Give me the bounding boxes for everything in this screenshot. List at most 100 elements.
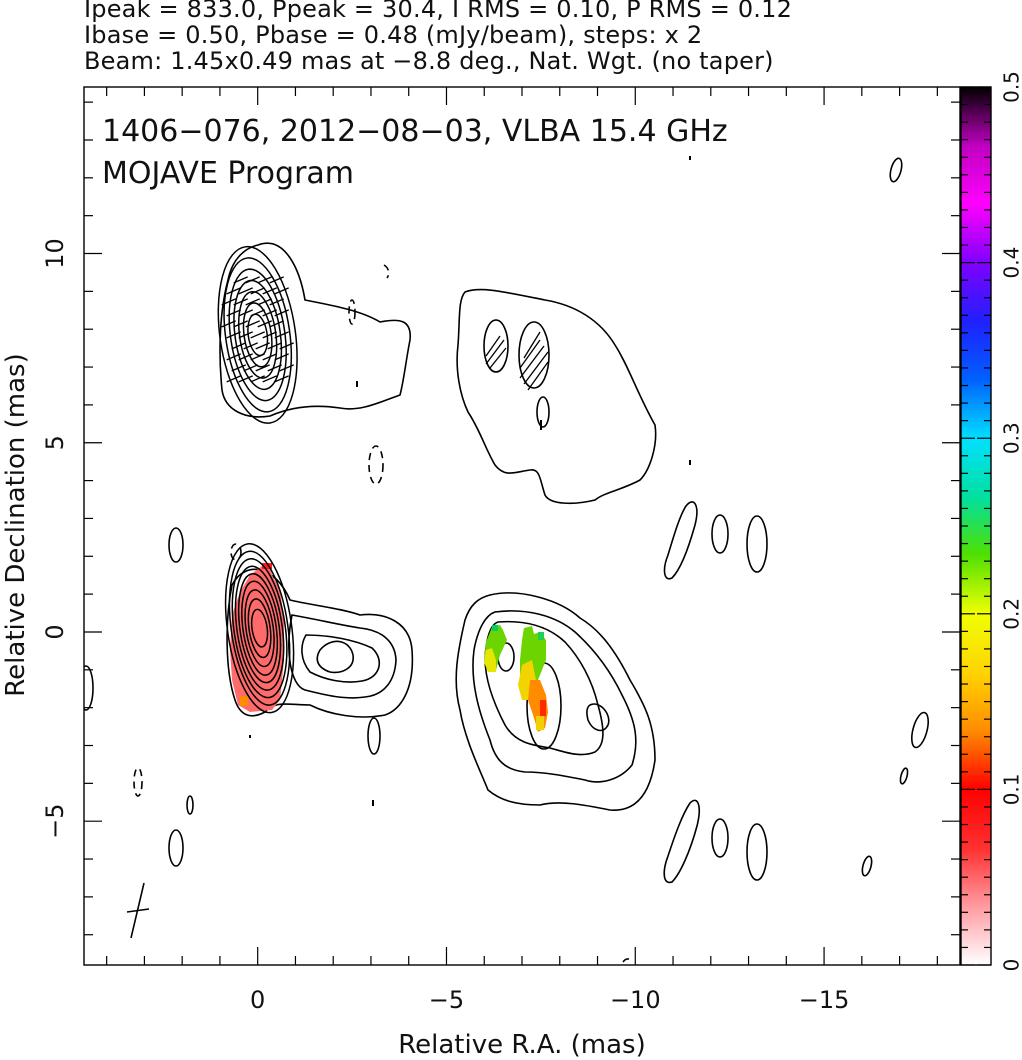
core-polarization-edge [240, 696, 248, 706]
axis-tick-labels: 0 −5 −10 −15 −5 0 5 10 [41, 238, 849, 1014]
polarization-vector [279, 364, 294, 372]
core-contour-ring [237, 573, 282, 684]
isolated-contour [711, 514, 729, 554]
polarization-vector [233, 320, 248, 328]
core-contour-ring [224, 542, 295, 714]
isolated-contour [663, 501, 698, 580]
jet-inner-contour [288, 614, 397, 699]
north-outer-contour [219, 242, 411, 418]
colorbar-tick-label: 0 [1000, 959, 1022, 972]
polarization-vector [233, 276, 248, 284]
polarization-vector [269, 298, 284, 306]
isolated-contour [910, 711, 930, 749]
polarization-vector [250, 287, 265, 295]
isolated-contour [663, 799, 700, 884]
knot-polarization-yellow [484, 648, 496, 672]
core-polarization-edge [262, 563, 272, 569]
core-contour-ring [244, 589, 275, 668]
polarization-vector [233, 298, 248, 306]
polarization-vector [238, 287, 253, 295]
polarization-vector [257, 320, 272, 328]
axis-ticks [84, 87, 960, 965]
jet-outer-contour [226, 568, 414, 718]
header-line-2: Ibase = 0.50, Pbase = 0.48 (mJy/beam), s… [84, 21, 703, 49]
x-tick-label: −15 [799, 986, 850, 1014]
polarization-vector [243, 364, 258, 372]
north-contour-ring [223, 257, 293, 413]
plot-frame [83, 86, 961, 966]
polarization-vector [269, 276, 284, 284]
north-east-hatch [485, 331, 549, 391]
polarization-vector [257, 276, 272, 284]
polarization-vector [255, 364, 270, 372]
polarization-vector [245, 298, 260, 306]
y-tick-label: −5 [41, 803, 69, 838]
header-line-3: Beam: 1.45x0.49 mas at −8.8 deg., Nat. W… [84, 47, 774, 75]
colorbar-tick-labels: 0 0.1 0.2 0.3 0.4 0.5 [1000, 71, 1022, 971]
chart-subtitle: MOJAVE Program [102, 156, 354, 191]
isolated-contour [367, 717, 381, 755]
isolated-contour [168, 829, 184, 867]
polarization-vector [226, 353, 241, 361]
isolated-contour [746, 823, 768, 881]
polarization-vector [231, 364, 246, 372]
polarization-vector [267, 364, 282, 372]
polarization-vector [245, 276, 260, 284]
y-axis-label: Relative Declination (mas) [1, 353, 31, 696]
colorbar-tick-label: 0.3 [1000, 422, 1022, 454]
north-east-blob-1 [483, 319, 509, 373]
downstream-contour-2 [472, 610, 637, 783]
knot-polarization-yellow-3 [536, 716, 544, 730]
core-contour-ring [231, 558, 288, 699]
isolated-contour [84, 665, 94, 711]
polarization-vector [262, 309, 277, 317]
downstream-outer-contour [455, 592, 656, 811]
polarization-vector [226, 375, 241, 383]
polarization-vector [269, 320, 284, 328]
polarization-vector [238, 331, 253, 339]
polarization-vector [250, 331, 265, 339]
polarization-vectors [221, 276, 294, 383]
polarization-vector [231, 342, 246, 350]
isolated-contour [711, 818, 729, 858]
polarization-vector [262, 287, 277, 295]
knot-polarization-cyan [538, 632, 544, 640]
polarization-vector [250, 375, 265, 383]
polarization-vector [250, 309, 265, 317]
core-contour-ring [247, 598, 272, 659]
core-contour-ring [241, 580, 279, 676]
core-contour-ring [228, 550, 291, 706]
knot-polarization-red [540, 700, 546, 716]
polarization-vector [262, 375, 277, 383]
colorbar: 0 0.1 0.2 0.3 0.4 0.5 [960, 71, 1022, 971]
polarization-vector [274, 287, 289, 295]
polarization-vector [257, 298, 272, 306]
north-east-outer-contour [456, 288, 657, 505]
isolated-contour [186, 795, 194, 815]
polarization-vector [221, 320, 236, 328]
isolated-contour [889, 157, 903, 183]
north-contour-ring [228, 268, 287, 402]
north-east-blob-2 [518, 321, 550, 389]
north-contour-ring [217, 245, 298, 424]
isolated-contour [861, 855, 873, 877]
polarization-vector [274, 309, 289, 317]
polarization-vector [238, 309, 253, 317]
colorbar-tick-label: 0.1 [1000, 773, 1022, 805]
polarization-vector [274, 331, 289, 339]
north-east-blob-3 [536, 396, 550, 428]
x-tick-label: 0 [250, 986, 265, 1014]
beam-marker [126, 882, 150, 939]
y-tick-label: 10 [41, 238, 69, 269]
polarization-vector [238, 353, 253, 361]
polarization-vector [221, 298, 236, 306]
core-contours [224, 542, 295, 714]
core-contour-ring [250, 608, 269, 648]
core-contour-ring [234, 565, 285, 691]
isolated-contour [899, 767, 909, 785]
polarization-vector [250, 353, 265, 361]
polarization-vector [262, 353, 277, 361]
polarization-vector [279, 342, 294, 350]
header-line-1: Ipeak = 833.0, Ppeak = 30.4, I RMS = 0.1… [84, 0, 793, 23]
